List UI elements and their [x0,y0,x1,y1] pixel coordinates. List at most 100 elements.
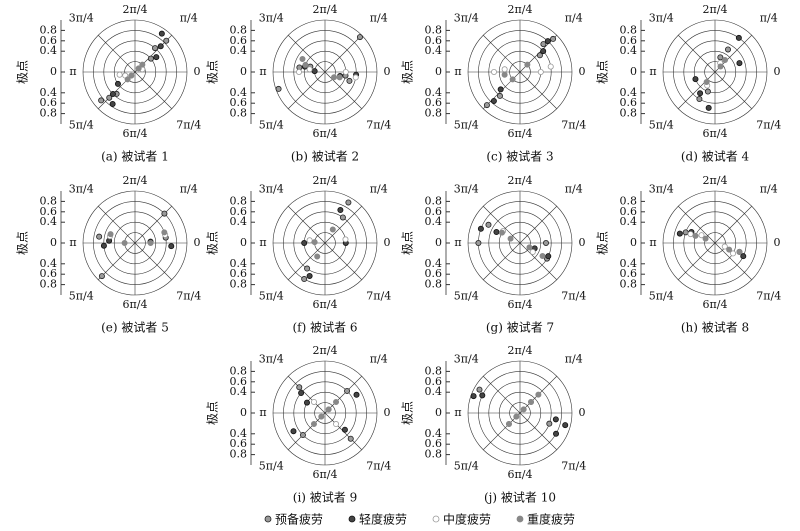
spoke [324,71,362,109]
r-tick-label: 0.8 [425,23,443,36]
spoke [519,242,557,280]
r-tick-label: 0.8 [230,107,248,120]
angle-label: 5π/4 [69,290,94,303]
point [107,231,114,238]
point [725,46,732,53]
angle-label: 6π/4 [123,298,148,311]
r-tick-label: 0.4 [230,86,248,99]
y-axis-label: 极点 [206,401,220,425]
r-tick-label: 0.4 [40,215,58,228]
point [704,88,711,95]
point [329,226,336,233]
angle-label: π/4 [370,182,388,195]
angle-label: 7π/4 [756,290,781,303]
point [692,76,699,83]
spoke [519,206,557,244]
angle-label: 3π/4 [259,11,284,24]
r-tick-label: 0.6 [620,34,638,47]
r-tick-label: 0.8 [40,278,58,291]
point [314,253,321,260]
angle-label: 6π/4 [123,127,148,140]
angle-label: 6π/4 [508,127,533,140]
angle-label: 0 [194,65,201,78]
point [298,389,305,396]
angle-label: 3π/4 [649,182,674,195]
angle-label: 6π/4 [313,468,338,481]
r-tick-label: 0.4 [425,44,443,57]
point [161,210,168,217]
point [135,65,142,72]
legend-label: 中度疲劳 [443,512,491,527]
point [736,248,743,255]
y-axis-label: 极点 [16,231,30,255]
angle-label: 6π/4 [508,468,533,481]
point [353,391,360,398]
point [697,90,704,97]
point [356,34,363,41]
r-tick-label: 0 [240,65,247,78]
point [546,420,553,427]
r-tick-label: 0.4 [425,257,443,270]
point [310,398,317,405]
spoke [98,35,136,73]
angle-label: 0 [579,65,586,78]
legend-marker [432,515,440,523]
r-tick-label: 0.8 [425,107,443,120]
r-tick-label: 0.6 [40,34,58,47]
point [470,393,477,400]
spoke [288,71,326,109]
point [540,48,547,55]
angle-label: π [454,65,461,78]
point [524,61,531,68]
caption: (h) 被试者 8 [681,320,749,335]
point [513,413,520,420]
point [702,235,709,242]
point [539,252,546,259]
angle-label: π [259,65,266,78]
point [722,57,729,64]
angle-label: 0 [384,406,391,419]
point [496,92,503,99]
angle-label: 6π/4 [313,298,338,311]
point [485,221,492,228]
point [318,413,325,420]
point [703,78,710,85]
angle-label: 2π/4 [313,3,338,16]
point [296,384,303,391]
r-tick-label: 0.4 [620,86,638,99]
r-tick-label: 0.4 [620,215,638,228]
r-tick-label: 0.6 [425,96,443,109]
caption: (f) 被试者 6 [292,320,357,335]
point [526,244,533,251]
angle-label: 2π/4 [313,174,338,187]
point [153,54,160,61]
caption: (e) 被试者 5 [101,320,169,335]
angle-label: 0 [194,236,201,249]
angle-label: π [259,406,266,419]
y-axis-label: 极点 [206,60,220,84]
spoke [714,242,752,280]
r-tick-label: 0.8 [620,194,638,207]
angle-label: 2π/4 [123,174,148,187]
point [547,63,554,70]
point [339,214,346,221]
r-tick-label: 0.8 [230,23,248,36]
angle-label: 3π/4 [454,11,479,24]
caption: (g) 被试者 7 [486,320,554,335]
angle-label: π [259,236,266,249]
point [106,94,113,101]
angle-label: 2π/4 [508,344,533,357]
r-tick-label: 0 [630,65,637,78]
point [346,77,353,84]
point [717,54,724,61]
r-tick-label: 0 [50,65,57,78]
r-tick-label: 0.8 [620,107,638,120]
point [721,243,728,250]
point [682,229,689,236]
spoke [134,242,172,280]
point [116,71,123,78]
r-tick-label: 0 [630,236,637,249]
point [333,421,340,428]
point [128,72,135,79]
r-tick-label: 0.4 [425,385,443,398]
